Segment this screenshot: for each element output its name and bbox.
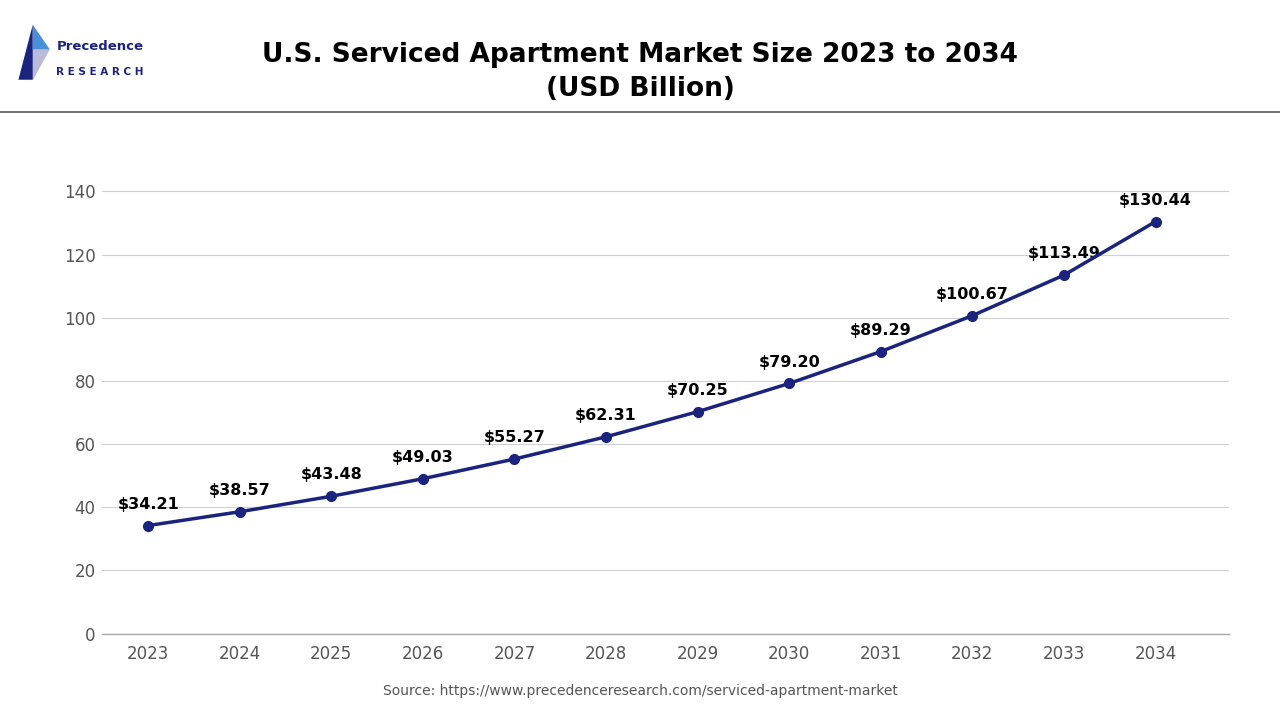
Text: U.S. Serviced Apartment Market Size 2023 to 2034
(USD Billion): U.S. Serviced Apartment Market Size 2023… xyxy=(262,42,1018,102)
Polygon shape xyxy=(18,24,33,80)
Text: $38.57: $38.57 xyxy=(209,483,270,498)
Text: $49.03: $49.03 xyxy=(392,450,454,465)
Text: $113.49: $113.49 xyxy=(1028,246,1101,261)
Text: R E S E A R C H: R E S E A R C H xyxy=(56,67,143,77)
Text: $34.21: $34.21 xyxy=(118,497,179,512)
Text: $62.31: $62.31 xyxy=(575,408,637,423)
Text: Source: https://www.precedenceresearch.com/serviced-apartment-market: Source: https://www.precedenceresearch.c… xyxy=(383,685,897,698)
Text: $43.48: $43.48 xyxy=(301,467,362,482)
Text: $55.27: $55.27 xyxy=(484,430,545,445)
Text: $79.20: $79.20 xyxy=(758,354,820,369)
Text: $130.44: $130.44 xyxy=(1119,193,1192,207)
Polygon shape xyxy=(33,49,50,80)
Text: $70.25: $70.25 xyxy=(667,383,728,398)
Text: Precedence: Precedence xyxy=(56,40,143,53)
Text: $89.29: $89.29 xyxy=(850,323,911,338)
Polygon shape xyxy=(33,24,50,49)
Text: $100.67: $100.67 xyxy=(936,287,1009,302)
